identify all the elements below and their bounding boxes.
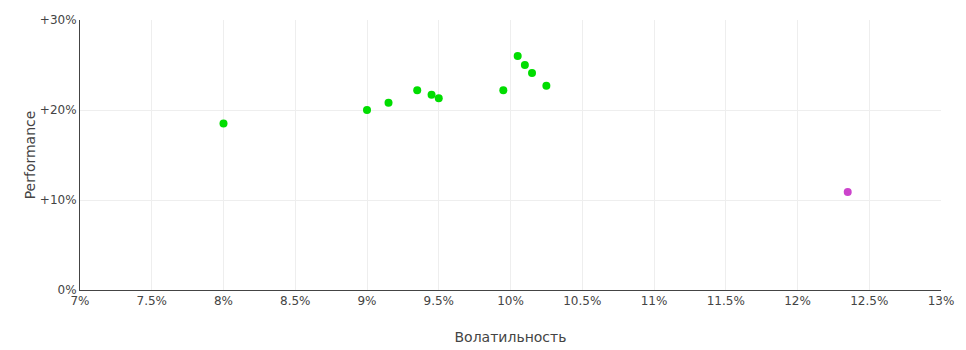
svg-text:13%: 13% [928,294,955,308]
svg-text:+10%: +10% [40,193,77,207]
svg-text:7.5%: 7.5% [137,294,168,308]
svg-text:11%: 11% [641,294,668,308]
svg-text:8.5%: 8.5% [280,294,311,308]
svg-text:+20%: +20% [40,103,77,117]
svg-text:Performance: Performance [22,111,38,200]
svg-text:7%: 7% [70,294,89,308]
svg-text:0%: 0% [58,283,77,297]
svg-text:12.5%: 12.5% [850,294,888,308]
svg-text:11.5%: 11.5% [707,294,745,308]
svg-text:8%: 8% [214,294,233,308]
svg-text:10.5%: 10.5% [563,294,601,308]
svg-text:10%: 10% [497,294,524,308]
svg-text:9.5%: 9.5% [424,294,455,308]
svg-text:9%: 9% [357,294,376,308]
svg-text:Волатильность: Волатильность [455,329,567,345]
svg-text:+30%: +30% [40,13,77,27]
svg-text:12%: 12% [784,294,811,308]
